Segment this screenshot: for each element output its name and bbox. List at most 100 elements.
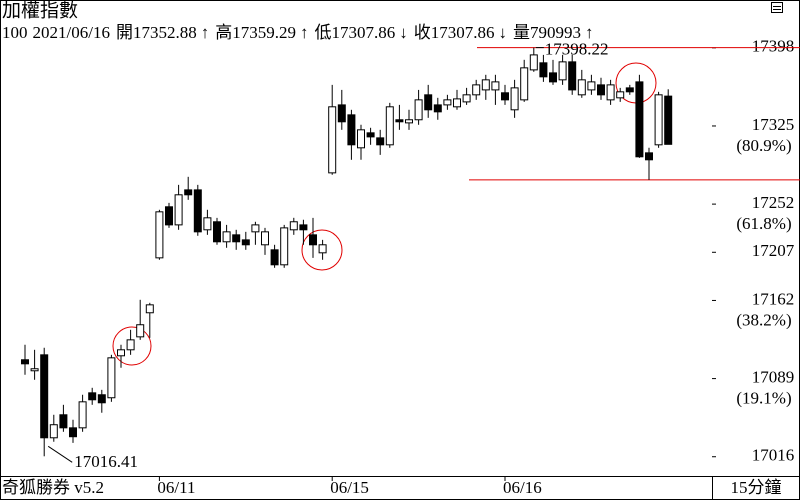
date: 2021/06/16 xyxy=(33,23,110,42)
candle-body xyxy=(30,368,39,372)
candle-body xyxy=(568,61,577,91)
period: 100 xyxy=(2,23,28,42)
candle-body xyxy=(193,189,202,233)
candle-body xyxy=(280,227,289,266)
candle-body xyxy=(299,224,308,231)
candle-body xyxy=(174,194,183,226)
candle-body xyxy=(203,217,212,231)
quote-value: 790993 xyxy=(530,23,581,42)
annotation-leader xyxy=(47,445,73,463)
software-label: 奇狐勝券 v5.2 xyxy=(2,478,104,497)
quote-value: 17307.86 xyxy=(431,23,495,42)
candle-body xyxy=(49,424,58,439)
y-tick-label: 17325 xyxy=(752,115,795,134)
window-icon xyxy=(771,2,783,13)
y-tick-label: 17016 xyxy=(752,446,795,465)
candle-body xyxy=(606,84,615,101)
candle-body xyxy=(385,106,394,146)
candle-body xyxy=(577,79,586,96)
candle-body xyxy=(251,224,260,233)
quote-value: 17307.86 xyxy=(331,23,395,42)
chart-title: 加權指數 xyxy=(2,0,78,21)
x-tick-label: 06/16 xyxy=(503,478,542,497)
quote-arrow: ↓ xyxy=(399,23,408,42)
candle-body xyxy=(21,359,29,365)
candle-body xyxy=(587,81,596,91)
candle-body xyxy=(261,231,269,246)
candle-body xyxy=(270,249,279,266)
candle-body xyxy=(645,152,653,161)
candle-body xyxy=(184,189,193,196)
candle-body xyxy=(59,414,68,429)
highlight-circle xyxy=(301,229,343,271)
quote-label: 收 xyxy=(414,23,431,42)
highlight-circle xyxy=(112,326,152,366)
fib-label: (19.1%) xyxy=(736,388,791,407)
candle-body xyxy=(155,211,164,259)
candle-body xyxy=(78,401,87,429)
candle-body xyxy=(501,92,509,101)
candle-body xyxy=(337,104,346,123)
candle-body xyxy=(145,304,154,314)
candle-body xyxy=(309,234,317,246)
candle-body xyxy=(616,91,625,99)
quote-label: 開 xyxy=(116,23,133,42)
candle-body xyxy=(443,99,452,106)
x-tick-label: 06/15 xyxy=(330,478,369,497)
candle-body xyxy=(462,94,471,103)
candle-body xyxy=(126,339,135,351)
y-tick-label: 17207 xyxy=(752,241,795,260)
candle-body xyxy=(328,106,337,174)
candle-body xyxy=(472,84,481,96)
quote-arrow: ↑ xyxy=(300,23,309,42)
y-tick-label: 17162 xyxy=(752,289,795,308)
quote-arrow: ↑ xyxy=(201,23,210,42)
candle-body xyxy=(539,62,548,78)
quote-label: 低 xyxy=(314,23,331,42)
candle-body xyxy=(347,114,356,146)
candle-body xyxy=(232,234,241,243)
quote-arrow: ↓ xyxy=(498,23,507,42)
candle-body xyxy=(136,324,145,338)
candle-body xyxy=(481,79,490,91)
fib-label: (61.8%) xyxy=(736,214,791,233)
candle-body xyxy=(165,206,173,226)
candle-body xyxy=(414,99,423,121)
candle-body xyxy=(318,244,327,254)
max-annotation: 17398.22 xyxy=(545,40,609,59)
candle-body xyxy=(40,354,49,439)
candle-body xyxy=(241,239,250,246)
candle-body xyxy=(558,61,567,81)
candle-body xyxy=(88,392,97,401)
candle-body xyxy=(405,119,413,124)
y-tick-label: 17089 xyxy=(752,367,795,386)
candle-body xyxy=(222,231,231,243)
quote-label: 高 xyxy=(215,23,232,42)
candle-body xyxy=(117,349,125,357)
fib-label: (80.9%) xyxy=(736,136,791,155)
x-tick-label: 06/11 xyxy=(157,478,195,497)
candle-body xyxy=(289,221,298,231)
candle-body xyxy=(433,104,442,113)
candle-body xyxy=(366,132,375,138)
candle-body xyxy=(357,129,365,149)
min-annotation: 17016.41 xyxy=(74,452,138,471)
candle-body xyxy=(424,94,433,111)
candle-body xyxy=(107,357,116,399)
quote-label: 量 xyxy=(513,23,530,42)
candle-body xyxy=(97,394,106,404)
candle-body xyxy=(549,72,557,83)
quote-value: 17359.29 xyxy=(232,23,296,42)
candle-body xyxy=(597,84,605,96)
quote-value: 17352.88 xyxy=(133,23,197,42)
y-tick-label: 17252 xyxy=(752,193,795,212)
candle-body xyxy=(376,137,385,146)
candle-body xyxy=(491,81,500,91)
quote-arrow: ↑ xyxy=(585,23,594,42)
candle-body xyxy=(510,87,519,111)
candle-body xyxy=(635,81,644,158)
fib-label: (38.2%) xyxy=(736,310,791,329)
